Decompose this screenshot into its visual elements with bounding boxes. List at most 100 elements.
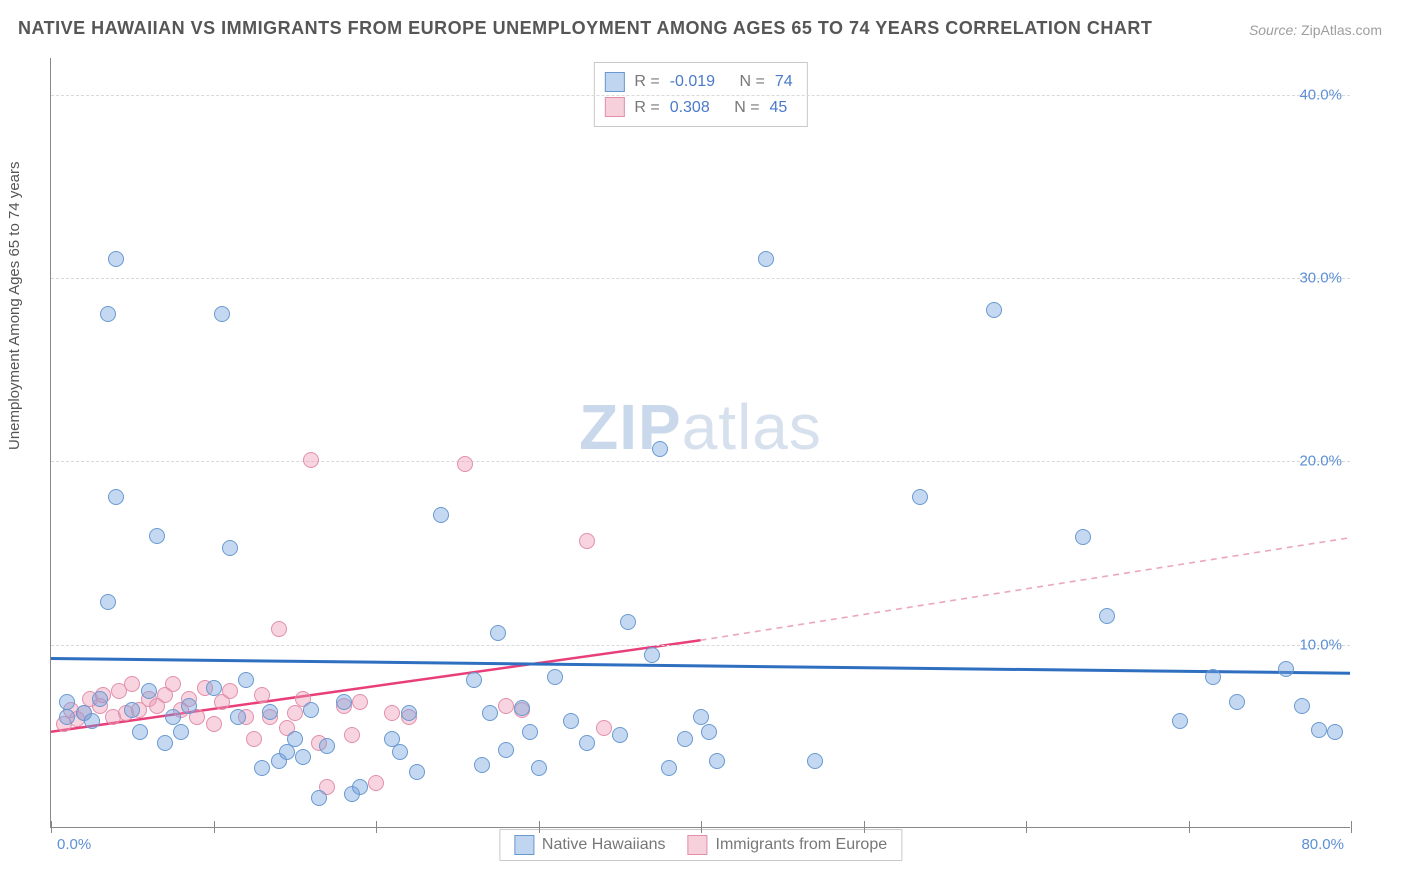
data-point [173, 724, 189, 740]
data-point [124, 702, 140, 718]
data-point [141, 683, 157, 699]
data-point [214, 306, 230, 322]
data-point [433, 507, 449, 523]
data-point [466, 672, 482, 688]
data-point [92, 691, 108, 707]
data-point [303, 452, 319, 468]
legend-series: Native Hawaiians Immigrants from Europe [499, 829, 902, 861]
data-point [661, 760, 677, 776]
legend-row-blue: R = -0.019 N = 74 [604, 69, 792, 95]
r-label: R = [634, 95, 659, 121]
data-point [287, 731, 303, 747]
data-point [522, 724, 538, 740]
data-point [59, 709, 75, 725]
legend-item-pink: Immigrants from Europe [688, 835, 888, 855]
data-point [620, 614, 636, 630]
r-label: R = [634, 69, 659, 95]
source-label: Source: [1249, 22, 1297, 38]
data-point [132, 724, 148, 740]
x-tick-label-min: 0.0% [57, 836, 91, 853]
data-point [596, 720, 612, 736]
swatch-pink-icon [688, 835, 708, 855]
data-point [303, 702, 319, 718]
n-label: N = [734, 95, 759, 121]
data-point [644, 647, 660, 663]
data-point [262, 704, 278, 720]
data-point [149, 528, 165, 544]
data-point [1205, 669, 1221, 685]
data-point [246, 731, 262, 747]
legend-label-pink: Immigrants from Europe [716, 836, 888, 854]
legend-item-blue: Native Hawaiians [514, 835, 666, 855]
swatch-pink-icon [604, 97, 624, 117]
source-attribution: Source: ZipAtlas.com [1249, 22, 1382, 38]
data-point [222, 540, 238, 556]
data-point [514, 700, 530, 716]
plot-area: ZIPatlas R = -0.019 N = 74 R = 0.308 N =… [50, 58, 1350, 828]
data-point [384, 705, 400, 721]
data-point [652, 441, 668, 457]
data-point [482, 705, 498, 721]
data-point [336, 694, 352, 710]
x-tick [1026, 821, 1027, 833]
data-point [457, 456, 473, 472]
data-point [912, 489, 928, 505]
data-point [1172, 713, 1188, 729]
data-point [409, 764, 425, 780]
swatch-blue-icon [514, 835, 534, 855]
data-point [230, 709, 246, 725]
n-label: N = [740, 69, 765, 95]
data-point [100, 594, 116, 610]
x-tick [51, 821, 52, 833]
data-point [319, 738, 335, 754]
data-point [100, 306, 116, 322]
x-tick [1189, 821, 1190, 833]
data-point [165, 676, 181, 692]
data-point [344, 727, 360, 743]
y-tick-label: 40.0% [1299, 86, 1342, 103]
data-point [352, 779, 368, 795]
data-point [498, 698, 514, 714]
source-value: ZipAtlas.com [1301, 22, 1382, 38]
x-tick [376, 821, 377, 833]
data-point [986, 302, 1002, 318]
data-point [287, 705, 303, 721]
data-point [758, 251, 774, 267]
data-point [563, 713, 579, 729]
data-point [401, 705, 417, 721]
swatch-blue-icon [604, 72, 624, 92]
data-point [1229, 694, 1245, 710]
gridline [51, 461, 1350, 462]
data-point [311, 790, 327, 806]
data-point [612, 727, 628, 743]
data-point [368, 775, 384, 791]
data-point [254, 687, 270, 703]
data-point [1294, 698, 1310, 714]
gridline [51, 645, 1350, 646]
data-point [693, 709, 709, 725]
r-value-blue: -0.019 [670, 69, 715, 95]
watermark: ZIPatlas [579, 390, 822, 464]
data-point [1099, 608, 1115, 624]
data-point [238, 672, 254, 688]
x-tick [1351, 821, 1352, 833]
data-point [206, 716, 222, 732]
chart-title: NATIVE HAWAIIAN VS IMMIGRANTS FROM EUROP… [18, 18, 1152, 39]
n-value-blue: 74 [775, 69, 793, 95]
data-point [181, 698, 197, 714]
data-point [108, 489, 124, 505]
x-tick [214, 821, 215, 833]
data-point [392, 744, 408, 760]
data-point [295, 749, 311, 765]
data-point [254, 760, 270, 776]
data-point [579, 735, 595, 751]
data-point [498, 742, 514, 758]
gridline [51, 278, 1350, 279]
data-point [157, 735, 173, 751]
data-point [206, 680, 222, 696]
y-tick-label: 20.0% [1299, 453, 1342, 470]
data-point [352, 694, 368, 710]
x-tick [701, 821, 702, 833]
watermark-atlas: atlas [682, 391, 822, 463]
data-point [709, 753, 725, 769]
